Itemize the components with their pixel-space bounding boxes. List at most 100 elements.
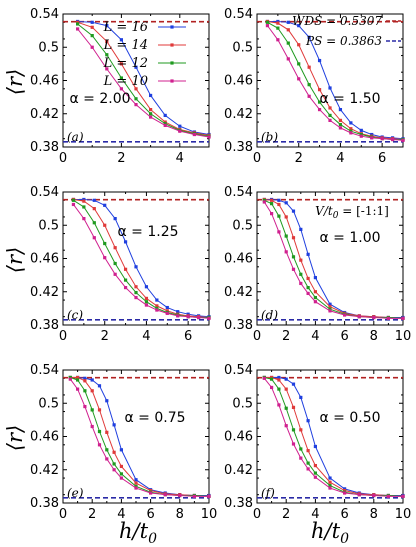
data-point-l12: [338, 122, 343, 127]
y-tick-label: 0.42: [224, 107, 253, 122]
x-tick-label: 2: [282, 507, 290, 522]
data-point-l14: [276, 21, 280, 25]
y-tick-label: 0.46: [30, 74, 59, 89]
y-tick-label: 0.5: [232, 218, 253, 233]
data-point-l14: [284, 387, 288, 391]
data-point-l14: [291, 405, 296, 410]
x-tick-label: 8: [370, 507, 378, 522]
data-point-l12: [134, 97, 138, 101]
data-point-l10: [83, 404, 87, 409]
data-point-l16: [134, 65, 138, 69]
y-tick-label: 0.46: [224, 430, 253, 445]
data-point-l14: [76, 375, 80, 380]
data-point-l10: [71, 202, 76, 207]
data-point-l10: [163, 493, 167, 497]
series-line-l10: [73, 204, 210, 319]
data-point-l14: [103, 223, 107, 227]
data-point-l14: [83, 379, 87, 383]
data-point-l16: [328, 476, 332, 480]
data-point-l16: [359, 128, 363, 132]
data-point-l14: [82, 199, 86, 203]
data-point-l16: [328, 302, 332, 306]
data-point-l16: [176, 310, 180, 314]
data-point-l10: [90, 45, 94, 49]
data-point-l10: [270, 385, 274, 390]
x-tick-label: 8: [370, 329, 378, 344]
x-tick-label: 8: [176, 507, 184, 522]
panel-tag: (b): [261, 130, 278, 144]
y-tick-label: 0.38: [30, 318, 59, 333]
panel-b: 0.38 0.42 0.46 0.5 0.54 0 2 4 6 (b) α = 1.50: [224, 7, 405, 166]
data-point-l10: [134, 486, 138, 490]
series-line-l14: [70, 376, 210, 497]
data-point-l12: [144, 300, 149, 304]
data-point-l16: [149, 93, 153, 98]
x-tick-label: 2: [101, 329, 109, 344]
data-point-l10: [313, 300, 317, 304]
data-point-l10: [90, 424, 94, 429]
data-point-l12: [123, 278, 128, 282]
y-tick-label: 0.54: [224, 7, 253, 22]
data-point-l12: [299, 272, 303, 276]
data-point-l10: [112, 468, 116, 472]
data-point-l10: [349, 131, 353, 135]
data-point-l14: [134, 285, 138, 289]
panel-tag: (d): [261, 308, 278, 322]
legend-swatch-marker: [170, 61, 174, 65]
data-point-l12: [155, 306, 159, 310]
data-point-l16: [338, 107, 343, 112]
data-point-l10: [299, 281, 303, 286]
data-point-l10: [284, 424, 288, 428]
x-tick-label: 6: [378, 151, 386, 166]
data-point-l12: [328, 483, 332, 488]
data-point-l12: [105, 448, 109, 452]
data-point-l14: [134, 481, 138, 485]
data-point-l12: [291, 255, 296, 259]
series-line-l14: [267, 20, 404, 141]
data-point-l16: [276, 19, 280, 24]
x-tick-label: 6: [340, 329, 348, 344]
data-point-l14: [297, 43, 301, 47]
svg-text:⟨r⟩: ⟨r⟩: [3, 69, 27, 95]
data-point-l16: [119, 448, 123, 452]
data-point-l14: [307, 65, 311, 69]
data-point-l14: [328, 106, 332, 110]
x-tick-label: 6: [146, 507, 154, 522]
data-point-l10: [328, 118, 332, 122]
data-point-l10: [92, 236, 96, 240]
data-point-l10: [134, 103, 138, 107]
alpha-annotation: α = 2.00: [69, 91, 130, 107]
data-point-l14: [97, 408, 102, 412]
data-point-l12: [76, 378, 80, 382]
data-point-l12: [284, 406, 288, 410]
data-point-l12: [276, 26, 280, 30]
data-point-l12: [349, 129, 353, 133]
data-point-l10: [291, 267, 296, 271]
data-point-l16: [297, 24, 301, 28]
data-point-l10: [68, 377, 72, 381]
data-point-l12: [68, 375, 72, 380]
data-point-l14: [270, 375, 274, 380]
x-tick-label: 0: [59, 151, 67, 166]
data-point-l16: [277, 198, 281, 202]
data-point-l14: [76, 20, 80, 24]
plot-frame: [62, 191, 210, 326]
x-tick-label: 4: [142, 329, 150, 344]
data-point-l10: [105, 457, 109, 461]
x-tick-label: 0: [59, 507, 67, 522]
series-line-l16: [264, 376, 403, 497]
x-tick-label: 4: [311, 329, 319, 344]
data-point-l10: [270, 212, 274, 216]
x-tick-label: 4: [176, 151, 184, 166]
data-point-l12: [71, 198, 76, 202]
data-point-l12: [359, 132, 363, 137]
y-tick-label: 0.42: [30, 107, 59, 122]
panel-tag: (f): [261, 486, 275, 500]
data-point-l10: [165, 311, 169, 315]
data-point-l16: [103, 203, 107, 207]
data-point-l12: [112, 462, 116, 466]
x-tick-label: 10: [201, 507, 218, 522]
data-point-l12: [163, 122, 167, 126]
panel-tag: (c): [67, 308, 83, 322]
